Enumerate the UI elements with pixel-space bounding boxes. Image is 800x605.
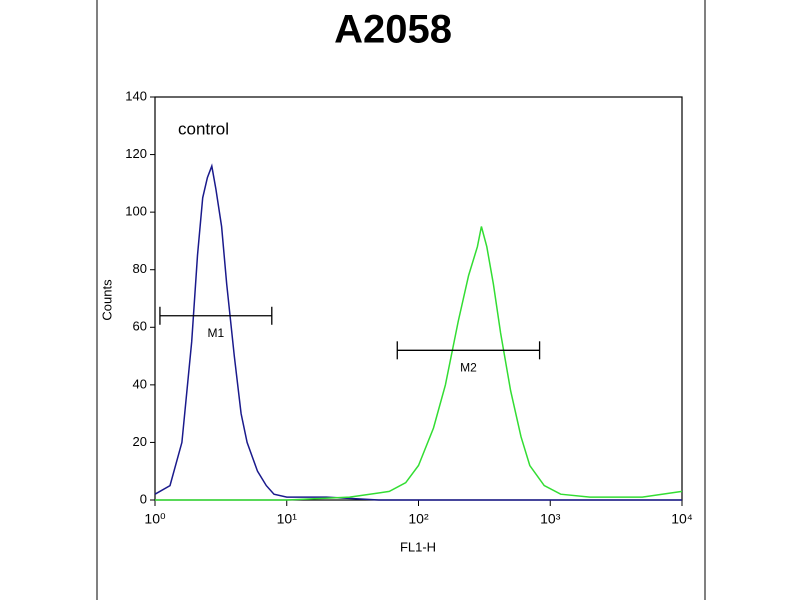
x-tick-label: 10¹ (277, 511, 298, 527)
x-tick-label: 10⁰ (144, 511, 166, 527)
marker-label: M1 (208, 326, 225, 340)
y-tick-label: 40 (133, 376, 147, 391)
x-tick-label: 10² (408, 511, 429, 527)
marker-label: M2 (460, 360, 477, 374)
y-tick-label: 60 (133, 319, 147, 334)
x-axis-label: FL1-H (400, 539, 436, 554)
frame (96, 0, 706, 602)
y-axis-label: Counts (99, 279, 114, 321)
y-tick-label: 80 (133, 261, 147, 276)
annotation: control (178, 119, 229, 138)
y-tick-label: 20 (133, 434, 147, 449)
y-tick-label: 140 (125, 88, 147, 103)
y-tick-label: 0 (140, 491, 147, 506)
chart-title: A2058 (334, 8, 452, 52)
y-tick-label: 120 (125, 146, 147, 161)
histogram-line (155, 226, 683, 501)
y-tick-label: 100 (125, 204, 147, 219)
x-tick-label: 10⁴ (671, 511, 693, 527)
x-tick-label: 10³ (540, 511, 561, 527)
